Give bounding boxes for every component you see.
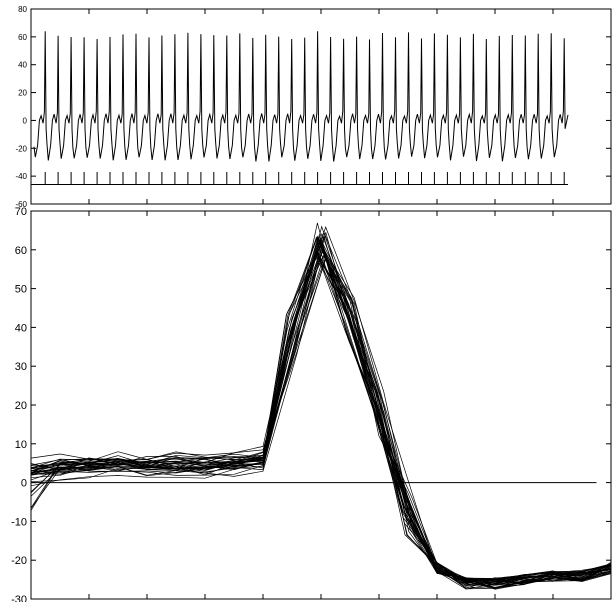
waveform-trace [30,250,612,582]
trace-y-tick-label: 20 [18,89,27,98]
trace-y-tick-label: -20 [15,144,27,153]
waveform-y-tick-label: 30 [15,361,27,373]
waveform-trace [30,237,612,589]
waveform-trace [30,255,612,590]
trace-y-tick-label: 80 [18,5,27,14]
waveform-trace [30,235,612,585]
waveform-trace [30,257,612,585]
waveform-trace [30,235,612,590]
waveform-trace [30,251,612,579]
waveform-y-ticks: -30 -20 -10 0 10 20 30 40 50 60 70 [11,206,611,602]
waveform-trace [30,254,612,588]
waveform-trace [30,250,612,585]
waveform-y-tick-label: 40 [15,322,27,334]
waveform-trace [30,257,612,586]
waveform-y-tick-label: 70 [15,206,27,218]
waveform-trace [30,249,612,589]
waveform-y-tick-label: 50 [15,284,27,296]
waveform-trace [30,256,612,588]
waveform-x-ticks [30,211,612,599]
waveform-trace [30,242,612,581]
waveform-trace [30,249,612,582]
overlaid-waveforms [30,222,612,590]
waveform-trace [30,230,612,585]
waveform-y-tick-label: 20 [15,400,27,412]
waveform-trace [30,236,612,584]
waveform-trace [30,239,612,581]
waveform-y-tick-label: 0 [21,478,27,490]
waveform-trace [30,236,612,585]
waveform-trace [30,255,612,582]
trace-y-tick-label: 40 [18,61,27,70]
waveform-panel: -30 -20 -10 0 10 20 30 40 50 60 70 [11,206,612,602]
trace-y-tick-label: 0 [23,116,28,125]
waveform-trace [30,245,612,583]
waveform-trace [30,256,612,582]
trace-y-ticks: -60 -40 -20 0 20 40 60 80 [15,5,611,209]
trace-x-ticks [30,9,612,204]
trace-y-tick-label: -60 [15,200,27,209]
waveform-y-tick-label: 10 [15,439,27,451]
trace-axes-frame [30,8,612,205]
waveform-trace [31,255,612,589]
waveform-trace [30,234,612,589]
waveform-trace [30,232,612,586]
trace-y-tick-label: -40 [15,172,27,181]
waveform-trace [30,236,612,582]
waveform-trace [30,238,612,583]
voltage-trace-line [33,31,569,162]
waveform-trace [30,243,612,586]
waveform-trace [30,238,612,580]
waveform-trace [30,226,612,590]
trace-panel: -60 -40 -20 0 20 40 60 80 [15,5,612,209]
waveform-y-tick-label: -10 [11,516,27,528]
trace-y-tick-label: 60 [18,33,27,42]
spike-markers [44,171,565,185]
waveform-y-tick-label: 60 [15,245,27,257]
waveform-trace [30,239,612,586]
waveform-y-tick-label: -20 [11,555,27,567]
waveform-y-tick-label: -30 [11,594,27,602]
waveform-trace [30,222,612,589]
waveform-trace [30,252,612,586]
waveform-trace [30,232,612,584]
waveform-trace [30,241,612,584]
waveform-trace [30,225,612,590]
